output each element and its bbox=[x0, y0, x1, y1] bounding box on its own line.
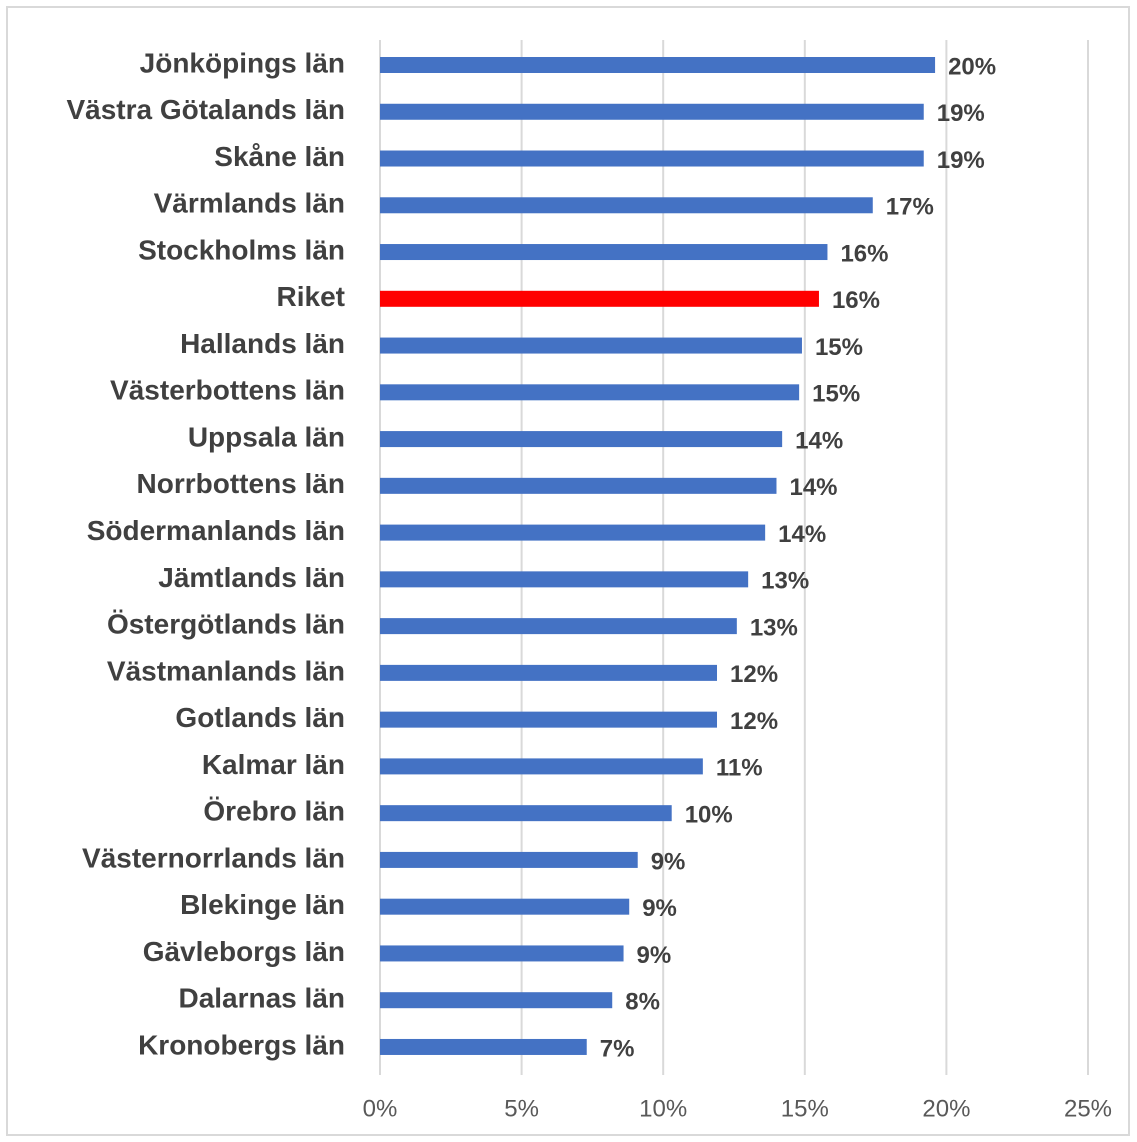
bar bbox=[380, 384, 800, 401]
bar bbox=[380, 805, 672, 822]
value-label: 16% bbox=[832, 287, 880, 314]
value-label: 15% bbox=[815, 334, 863, 361]
y-tick-label: Västerbottens län bbox=[110, 375, 345, 406]
bar bbox=[380, 244, 828, 261]
y-tick-label: Värmlands län bbox=[154, 188, 345, 219]
y-tick-label: Östergötlands län bbox=[107, 609, 345, 640]
bar bbox=[380, 57, 936, 73]
value-label: 7% bbox=[600, 1035, 635, 1062]
value-label: 8% bbox=[625, 989, 660, 1016]
value-label: 9% bbox=[642, 895, 677, 922]
y-tick-label: Uppsala län bbox=[188, 421, 345, 452]
y-tick-label: Örebro län bbox=[203, 796, 345, 827]
y-tick-label: Västernorrlands län bbox=[82, 842, 345, 873]
bar bbox=[380, 945, 624, 962]
y-tick-label: Stockholms län bbox=[138, 234, 345, 265]
value-label: 16% bbox=[840, 240, 888, 267]
bar bbox=[380, 103, 924, 120]
bar bbox=[380, 150, 924, 167]
y-tick-label: Västmanlands län bbox=[107, 655, 345, 686]
value-label: 20% bbox=[948, 53, 996, 80]
y-tick-label: Dalarnas län bbox=[178, 983, 345, 1014]
x-tick-label: 10% bbox=[639, 1095, 687, 1122]
value-label: 19% bbox=[937, 147, 985, 174]
value-label: 10% bbox=[685, 802, 733, 829]
y-tick-label: Kronobergs län bbox=[138, 1029, 345, 1060]
bar bbox=[380, 618, 737, 635]
value-label: 14% bbox=[789, 474, 837, 501]
bar bbox=[380, 758, 703, 775]
x-tick-label: 20% bbox=[922, 1095, 970, 1122]
bar bbox=[380, 477, 777, 494]
value-label: 14% bbox=[778, 521, 826, 548]
value-label: 11% bbox=[716, 755, 763, 782]
y-tick-label: Västra Götalands län bbox=[66, 94, 345, 125]
bar bbox=[380, 337, 802, 354]
value-label: 19% bbox=[937, 100, 985, 127]
value-label: 9% bbox=[651, 848, 686, 875]
value-label: 14% bbox=[795, 427, 843, 454]
y-tick-label: Norrbottens län bbox=[137, 468, 345, 499]
x-tick-label: 15% bbox=[781, 1095, 829, 1122]
bar bbox=[380, 851, 638, 868]
y-tick-label: Skåne län bbox=[214, 141, 345, 172]
bar bbox=[380, 197, 873, 214]
y-tick-label: Södermanlands län bbox=[87, 515, 345, 546]
value-label: 13% bbox=[761, 568, 809, 595]
bar bbox=[380, 664, 718, 681]
value-label: 13% bbox=[750, 614, 798, 641]
bar bbox=[380, 524, 766, 541]
value-label: 9% bbox=[637, 942, 672, 969]
bar bbox=[380, 1038, 587, 1055]
x-tick-label: 0% bbox=[363, 1095, 398, 1122]
x-tick-label: 5% bbox=[504, 1095, 539, 1122]
y-tick-label: Gävleborgs län bbox=[143, 936, 345, 967]
bar bbox=[380, 290, 819, 307]
value-label: 12% bbox=[730, 708, 778, 735]
y-tick-label: Gotlands län bbox=[175, 702, 345, 733]
bar bbox=[380, 992, 613, 1009]
y-tick-label: Hallands län bbox=[180, 328, 345, 359]
y-tick-label: Riket bbox=[277, 281, 345, 312]
value-label: 12% bbox=[730, 661, 778, 688]
value-label: 15% bbox=[812, 381, 860, 408]
bar bbox=[380, 571, 749, 588]
y-tick-label: Blekinge län bbox=[180, 889, 345, 920]
y-tick-label: Jämtlands län bbox=[158, 562, 345, 593]
bar bbox=[380, 898, 630, 915]
x-tick-label: 25% bbox=[1064, 1095, 1112, 1122]
bar bbox=[380, 431, 783, 448]
y-tick-label: Jönköpings län bbox=[140, 47, 345, 78]
value-label: 17% bbox=[886, 194, 934, 221]
y-tick-label: Kalmar län bbox=[202, 749, 345, 780]
bar bbox=[380, 711, 718, 728]
